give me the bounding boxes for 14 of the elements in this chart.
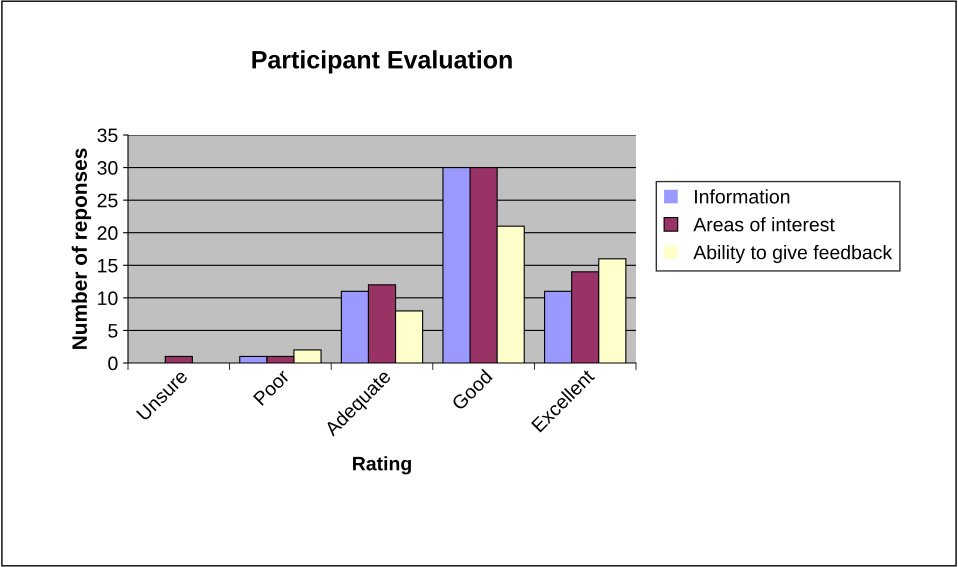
y-tick-label: 20 — [98, 226, 118, 240]
y-tick-label: 25 — [98, 194, 118, 208]
y-axis-title: Number of reponses — [72, 148, 92, 349]
legend-label: Areas of interest — [693, 217, 835, 232]
y-tick-label: 30 — [97, 161, 118, 175]
y-tick-label: 35 — [97, 128, 118, 142]
y-tick-label: 0 — [108, 356, 118, 370]
y-tick-label: 10 — [98, 291, 118, 306]
y-tick-label: 5 — [108, 324, 118, 338]
legend-label: Information — [695, 189, 790, 204]
chart-title: Participant Evaluation — [252, 50, 512, 74]
y-tick-label: 15 — [98, 258, 118, 273]
x-axis-title: Rating — [353, 456, 411, 474]
legend-label: Ability to give feedback — [693, 244, 892, 264]
